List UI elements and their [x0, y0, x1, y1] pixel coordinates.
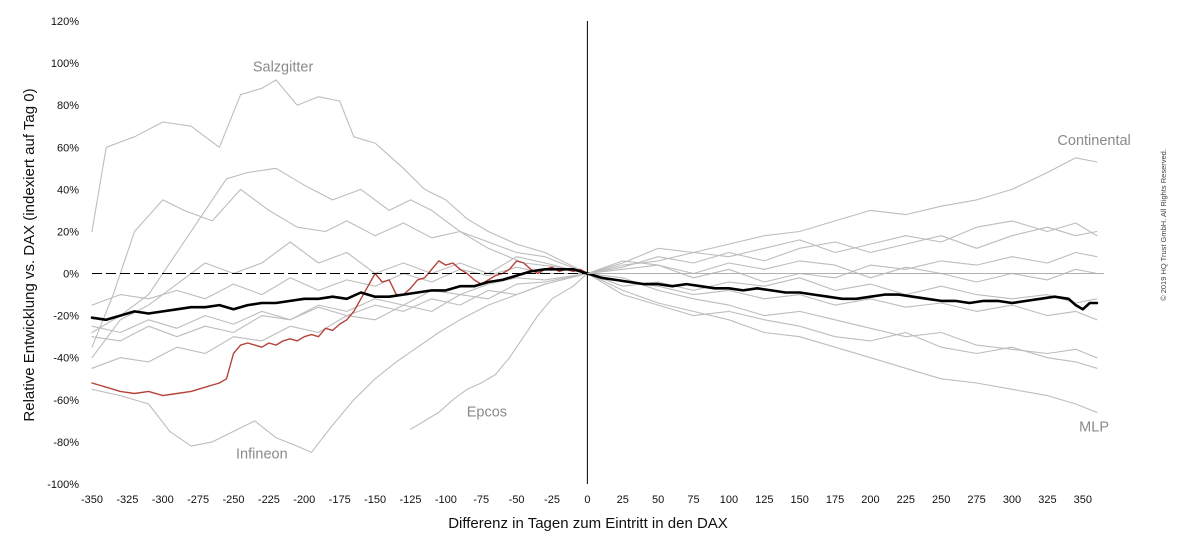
- x-tick-label: 200: [861, 494, 879, 506]
- x-tick-label: -50: [509, 494, 525, 506]
- series-line-background-2: [91, 188, 588, 348]
- copyright-note: © 2019 HQ Trust GmbH. All Rights Reserve…: [1159, 149, 1168, 301]
- reference-lines: [92, 21, 1104, 484]
- series-line-background-16: [586, 220, 1098, 275]
- y-tick-label: -20%: [53, 311, 79, 323]
- x-tick-label: 25: [617, 494, 629, 506]
- y-tick-label: -40%: [53, 353, 79, 365]
- x-tick-label: -225: [258, 494, 280, 506]
- series-line-background-1: [91, 167, 588, 334]
- y-tick-label: -80%: [53, 437, 79, 449]
- x-tick-label: -300: [152, 494, 174, 506]
- series-line-background-17: [586, 272, 1098, 359]
- series-line-background-7: [91, 272, 588, 453]
- series-layer: [90, 79, 1099, 453]
- y-tick-label: 0%: [63, 269, 79, 281]
- x-tick-label: 0: [584, 494, 590, 506]
- x-tick-label: 50: [652, 494, 664, 506]
- x-tick-label: -150: [364, 494, 386, 506]
- x-tick-label: 300: [1003, 494, 1021, 506]
- series-line-background-11: [586, 272, 1098, 413]
- y-tick-label: 60%: [57, 142, 79, 154]
- x-tick-label: 150: [791, 494, 809, 506]
- x-tick-label: -350: [81, 494, 103, 506]
- x-tick-label: -175: [329, 494, 351, 506]
- series-line-background-0: [91, 79, 588, 275]
- series-line-background-4: [91, 272, 588, 342]
- series-line-average-20: [90, 268, 1099, 322]
- series-line-background-5: [91, 266, 588, 306]
- series-line-background-3: [91, 241, 588, 359]
- annotation-salzgitter: Salzgitter: [253, 60, 314, 76]
- y-tick-label: -60%: [53, 395, 79, 407]
- series-line-highlight-21: [91, 260, 589, 397]
- x-tick-label: -75: [473, 494, 489, 506]
- series-line-background-9: [91, 272, 588, 369]
- x-tick-label: 325: [1038, 494, 1056, 506]
- annotation-mlp: MLP: [1079, 419, 1109, 435]
- x-tick-label: 175: [826, 494, 844, 506]
- x-tick-label: 225: [897, 494, 915, 506]
- series-line-background-12: [586, 226, 1098, 275]
- x-tick-label: 125: [755, 494, 773, 506]
- x-tick-label: 250: [932, 494, 950, 506]
- series-line-background-14: [586, 272, 1098, 321]
- series-line-background-15: [586, 272, 1098, 369]
- series-line-background-8: [409, 272, 588, 430]
- annotation-infineon: Infineon: [236, 447, 288, 463]
- x-tick-label: -25: [544, 494, 560, 506]
- x-tick-label: -200: [293, 494, 315, 506]
- annotation-epcos: Epcos: [467, 405, 507, 421]
- x-axis-title: Differenz in Tagen zum Eintritt in den D…: [448, 515, 728, 532]
- series-line-background-19: [586, 260, 1098, 283]
- x-tick-label: -100: [435, 494, 457, 506]
- series-line-background-10: [586, 157, 1098, 275]
- y-tick-label: 120%: [51, 16, 79, 28]
- y-tick-label: 20%: [57, 226, 79, 238]
- series-line-background-6: [91, 272, 588, 334]
- y-tick-label: 80%: [57, 100, 79, 112]
- annotations: Salzgitter Continental Epcos Infineon MLP: [236, 60, 1131, 463]
- x-tick-label: -275: [187, 494, 209, 506]
- x-axis-ticks: -350 -325 -300 -275 -250 -225 -200 -175 -150 -125…: [81, 494, 1092, 506]
- y-axis-ticks: -100% -80% -60% -40% -20% 0% 20% 40% 60% 80% 100% 1…: [47, 16, 79, 491]
- x-tick-label: 350: [1074, 494, 1092, 506]
- annotation-continental: Continental: [1057, 133, 1130, 149]
- y-tick-label: 100%: [51, 58, 79, 70]
- x-tick-label: -250: [223, 494, 245, 506]
- x-tick-label: 275: [967, 494, 985, 506]
- x-tick-label: -125: [399, 494, 421, 506]
- x-tick-label: -325: [116, 494, 138, 506]
- y-tick-label: -100%: [47, 479, 79, 491]
- x-tick-label: 75: [687, 494, 699, 506]
- y-tick-label: 40%: [57, 184, 79, 196]
- y-axis-title: Relative Entwicklung vs. DAX (indexiert …: [21, 88, 38, 421]
- x-tick-label: 100: [720, 494, 738, 506]
